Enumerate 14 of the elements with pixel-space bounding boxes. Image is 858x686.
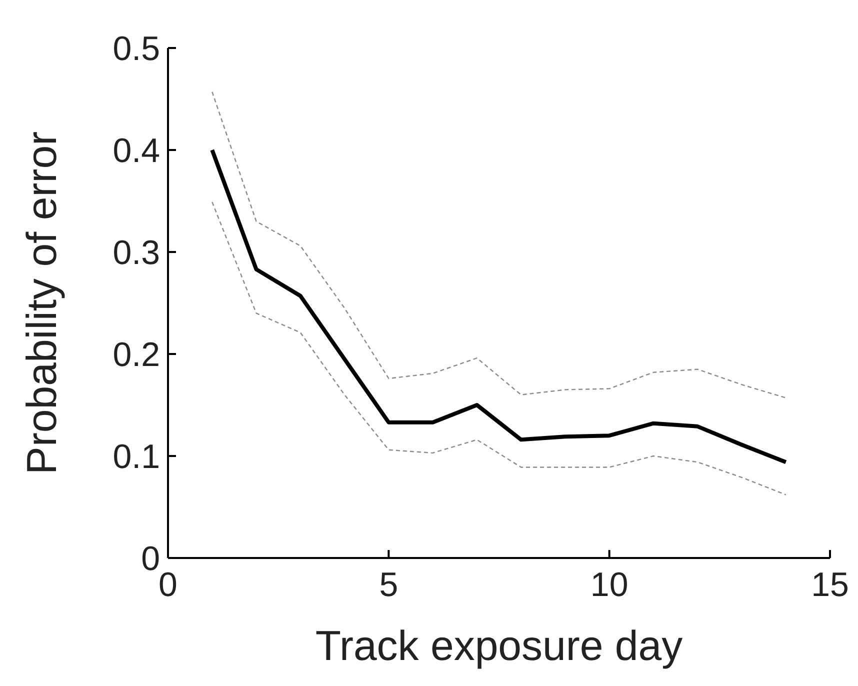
x-tick-label: 15 [811,566,849,604]
y-tick-label: 0.2 [112,336,160,374]
y-tick-label: 0.3 [112,234,160,272]
line-series [212,201,786,496]
y-axis-title: Probability of error [18,131,65,475]
y-tick-label: 0.4 [112,132,160,170]
line-series [210,148,788,464]
x-axis-title: Track exposure day [315,622,683,669]
line-series [212,91,786,398]
x-tick-label: 5 [379,566,398,604]
x-tick-label: 10 [590,566,628,604]
y-tick-label: 0.5 [112,30,160,68]
y-tick-label: 0.1 [112,438,160,476]
y-tick-label: 0 [141,540,160,578]
